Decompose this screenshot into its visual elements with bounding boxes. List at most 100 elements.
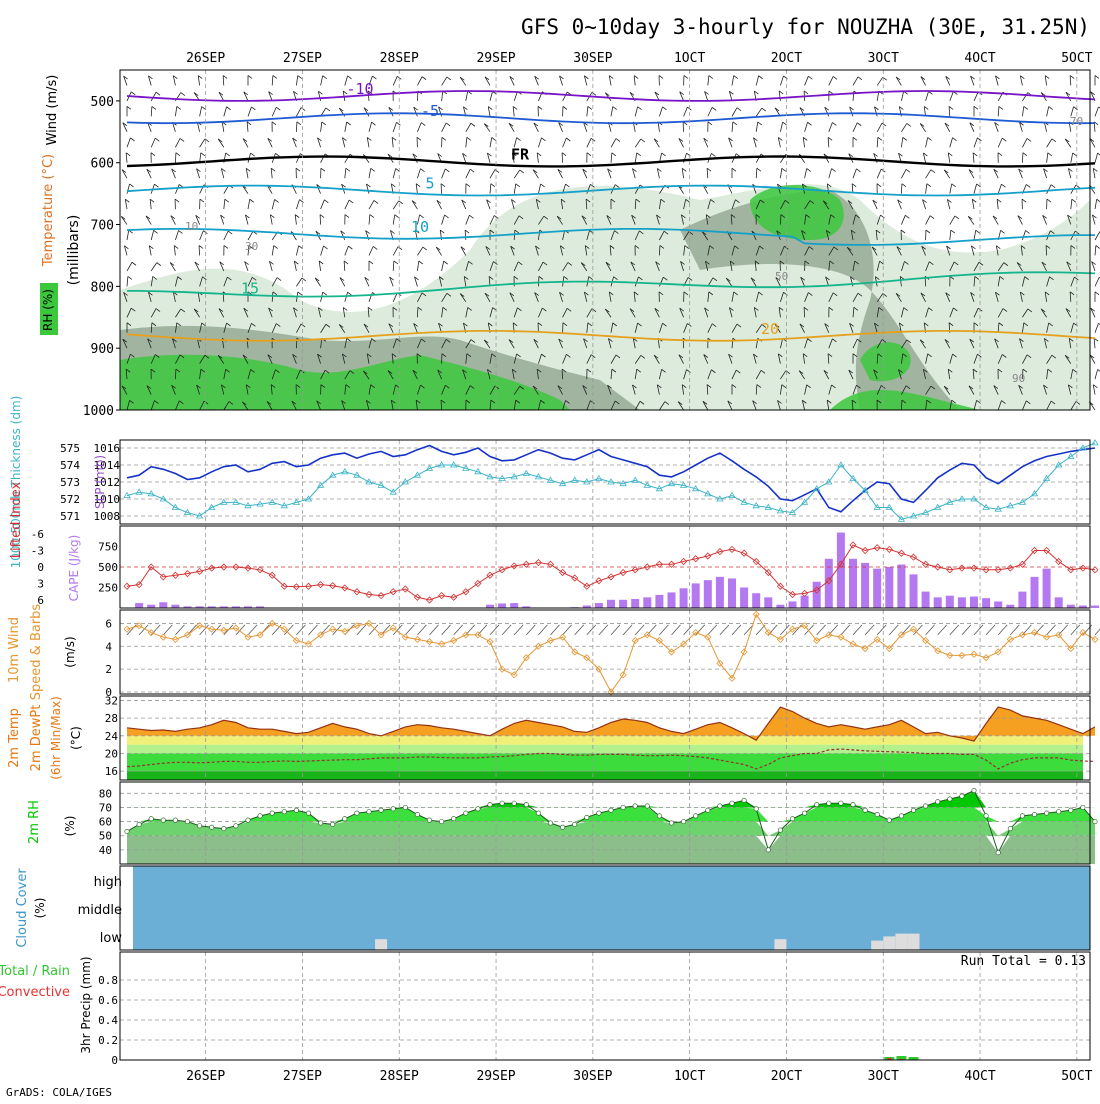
- rh2m-point: [270, 811, 274, 815]
- wind-barb: [1095, 231, 1100, 240]
- wind-barb-10m: [442, 625, 451, 635]
- rh2m-point: [500, 801, 504, 805]
- rh2m-point: [694, 814, 698, 818]
- wind-barb-10m: [526, 625, 535, 635]
- date-tick-top: 4OCT: [964, 51, 995, 66]
- wind-barb-10m: [309, 625, 318, 635]
- rh2m-point: [452, 817, 456, 821]
- rh2m-point: [718, 804, 722, 808]
- temp-tick-label: 16: [105, 765, 118, 778]
- rh2m-point: [778, 828, 782, 832]
- axis-label: 3hr Precip (mm): [79, 956, 93, 1053]
- date-tick-bottom: 3OCT: [868, 1069, 899, 1084]
- axis-label: (°C): [69, 726, 83, 750]
- wind-barb-10m: [1010, 625, 1019, 635]
- rh2m-point: [427, 818, 431, 822]
- wind-barb-10m: [732, 625, 741, 635]
- wind-barb-flag: [1095, 292, 1099, 295]
- wind-barb-10m: [853, 625, 862, 635]
- rh2m-point: [948, 797, 952, 801]
- rh-tick-label: 40: [99, 844, 112, 857]
- rh2m-point: [306, 811, 310, 815]
- rh2m-point: [137, 822, 141, 826]
- temp-band: [127, 771, 1083, 780]
- wind-speed-point: [124, 626, 130, 632]
- wind-barb: [901, 400, 902, 410]
- date-tick-bottom: 27SEP: [283, 1069, 322, 1084]
- wind-barb: [1095, 153, 1098, 163]
- cape-bar: [595, 603, 603, 608]
- rh-tick-label: 80: [99, 787, 112, 800]
- wind-barb: [538, 276, 539, 286]
- date-tick-top: 30SEP: [573, 51, 612, 66]
- rh2m-point: [1093, 819, 1097, 823]
- cape-tick-label: 750: [98, 541, 118, 554]
- rh2m-point: [960, 794, 964, 798]
- rh2m-point: [573, 822, 577, 826]
- precip-tick-label: 0: [111, 1054, 118, 1067]
- wind-barb-flag: [1095, 75, 1099, 78]
- rh2m-point: [633, 804, 637, 808]
- pressure-tick-label: 700: [91, 219, 114, 234]
- cape-bar: [631, 599, 639, 608]
- wind-barb-10m: [490, 625, 499, 635]
- axis-label: Cloud Cover: [15, 868, 30, 948]
- isotherm-label: 10: [411, 218, 429, 236]
- date-tick-top: 29SEP: [476, 51, 515, 66]
- cape-bar: [680, 588, 688, 608]
- temp-tick-label: 24: [105, 730, 119, 743]
- rh2m-point: [984, 814, 988, 818]
- rh2m-point: [391, 807, 395, 811]
- rh2m-point: [222, 826, 226, 830]
- rh2m-point: [367, 809, 371, 813]
- axis-label: (%): [33, 898, 47, 919]
- rh2m-point: [439, 819, 443, 823]
- cape-bar: [619, 600, 627, 608]
- wind-barb-10m: [974, 625, 983, 635]
- pressure-tick-label: 500: [91, 95, 114, 110]
- pressure-tick-label: 900: [91, 342, 114, 357]
- wind-barb-10m: [962, 625, 971, 635]
- wind-barb-10m: [672, 625, 681, 635]
- axis-label: 2m DewPt: [29, 705, 44, 772]
- rh2m-point: [887, 818, 891, 822]
- date-tick-bottom: 29SEP: [476, 1069, 515, 1084]
- rh2m-point: [875, 812, 879, 816]
- axis-label: RH (%): [41, 289, 55, 331]
- footer-credit: GrADS: COLA/IGES: [6, 1086, 112, 1099]
- axis-label: Wind (m/s): [45, 75, 60, 146]
- cloud-cover-area: [133, 866, 1090, 950]
- li-tick-label: 0: [37, 561, 44, 574]
- precip-tick-label: 0.2: [98, 1034, 118, 1047]
- cape-bar: [994, 601, 1002, 608]
- wind-tick-label: 2: [105, 663, 112, 676]
- date-tick-top: 3OCT: [868, 51, 899, 66]
- cape-bar: [655, 595, 663, 608]
- rh2m-point: [1032, 812, 1036, 816]
- wind-barb: [780, 215, 781, 225]
- wind-barb: [296, 122, 297, 132]
- pressure-tick-label: 800: [91, 280, 114, 295]
- wind-barb-10m: [744, 625, 753, 635]
- chart-title: GFS 0~10day 3-hourly for NOUZHA (30E, 31…: [521, 15, 1090, 39]
- wind-barb-10m: [635, 625, 644, 635]
- rh2m-point: [331, 822, 335, 826]
- axis-label: (m/s): [63, 636, 77, 667]
- cape-bar: [789, 601, 797, 608]
- li-tick-label: 3: [37, 578, 44, 591]
- wind-barb: [804, 307, 805, 317]
- wind-barb-10m: [127, 625, 136, 635]
- cape-bar: [849, 559, 857, 608]
- date-tick-top: 26SEP: [186, 51, 225, 66]
- date-tick-bottom: 4OCT: [964, 1069, 995, 1084]
- rh2m-point: [839, 801, 843, 805]
- rh2m-point: [645, 804, 649, 808]
- wind-barb-10m: [877, 625, 886, 635]
- wind-barb: [1095, 369, 1098, 379]
- cape-bar: [982, 598, 990, 608]
- rh2m-point: [621, 805, 625, 809]
- wind-barb-10m: [599, 625, 608, 635]
- wind-barb: [1095, 199, 1097, 209]
